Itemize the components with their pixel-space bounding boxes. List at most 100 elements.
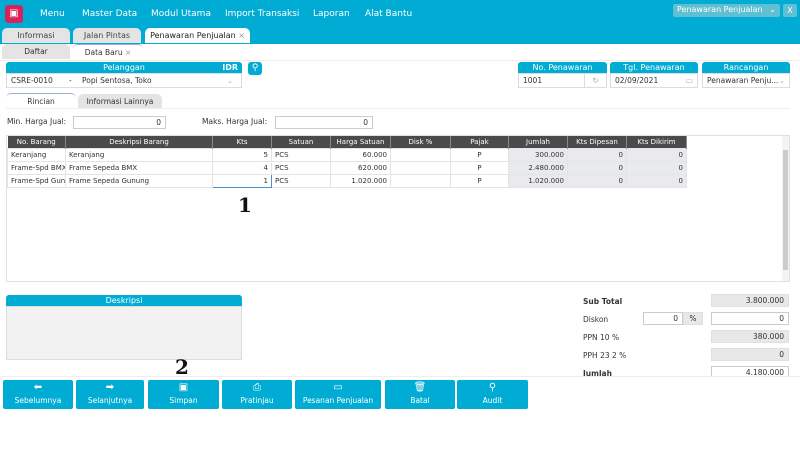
- table-cell[interactable]: P: [450, 147, 509, 162]
- button-label: Sebelumnya: [14, 396, 62, 405]
- table-cell[interactable]: 0: [626, 160, 687, 175]
- design-label: Rancangan: [702, 62, 790, 73]
- description-label: Deskripsi: [6, 295, 242, 306]
- calendar-icon[interactable]: ▭: [685, 76, 693, 85]
- table-cell[interactable]: Keranjang: [7, 147, 66, 162]
- table-cell[interactable]: PCS: [271, 147, 331, 162]
- items-table-container: No. Barang Deskripsi Barang Kts Satuan Harga…: [6, 135, 790, 282]
- table-cell[interactable]: 0: [626, 147, 687, 162]
- table-cell[interactable]: Frame-Spd Gunung: [7, 173, 66, 188]
- discount-input[interactable]: 0: [711, 312, 789, 325]
- table-cell[interactable]: [390, 173, 451, 188]
- menu-item[interactable]: Modul Utama: [151, 9, 211, 19]
- table-cell[interactable]: [390, 160, 451, 175]
- close-tab-icon[interactable]: ×: [238, 31, 245, 40]
- column-header[interactable]: Kts Dikirim: [626, 136, 687, 148]
- button-label: Pratinjau: [240, 396, 274, 405]
- table-cell[interactable]: 0: [567, 160, 627, 175]
- search-customer-button[interactable]: ⚲: [248, 62, 262, 75]
- table-cell[interactable]: 620.000: [330, 160, 391, 175]
- refresh-icon[interactable]: ↻: [584, 74, 606, 87]
- table-cell[interactable]: 1.020.000: [508, 173, 568, 188]
- pratinjau-button[interactable]: ⎙ Pratinjau: [222, 380, 292, 409]
- table-cell[interactable]: 0: [567, 173, 627, 188]
- min-price-input[interactable]: 0: [73, 116, 166, 129]
- column-header[interactable]: Deskripsi Barang: [65, 136, 213, 148]
- table-cell[interactable]: 0: [567, 147, 627, 162]
- table-cell[interactable]: Frame-Spd BMX: [7, 160, 66, 175]
- column-header[interactable]: Disk %: [390, 136, 451, 148]
- column-header[interactable]: Kts Dipesan: [567, 136, 627, 148]
- table-cell[interactable]: [390, 147, 451, 162]
- annotation-marker: 2: [175, 355, 189, 379]
- design-select[interactable]: Penawaran Penju... ⌄: [702, 73, 790, 88]
- table-cell[interactable]: 1: [212, 173, 272, 188]
- app-logo-icon[interactable]: ▣: [5, 5, 23, 23]
- table-cell[interactable]: P: [450, 160, 509, 175]
- subtab-daftar[interactable]: Daftar: [2, 44, 70, 59]
- table-cell[interactable]: P: [450, 173, 509, 188]
- customer-name: Popi Sentosa, Toko: [82, 76, 152, 85]
- subtotal-value: 3.800.000: [711, 294, 789, 307]
- tab-rincian[interactable]: Rincian: [6, 93, 76, 108]
- total-label: Jumlah: [583, 369, 612, 378]
- table-cell[interactable]: 2.480.000: [508, 160, 568, 175]
- window-select[interactable]: Penawaran Penjualan ⌄: [673, 4, 780, 17]
- table-row[interactable]: Frame-Spd BMX Frame Sepeda BMX 4 PCS 620.000…: [7, 160, 687, 175]
- table-cell[interactable]: Frame Sepeda Gunung: [65, 173, 213, 188]
- subtab-data-baru[interactable]: Data Baru ×: [73, 44, 143, 59]
- customer-select[interactable]: CSRE-0010 - Popi Sentosa, Toko ⌄: [6, 73, 242, 88]
- table-cell[interactable]: 60.000: [330, 147, 391, 162]
- min-price-label: Min. Harga Jual:: [7, 117, 67, 126]
- pph-label: PPH 23 2 %: [583, 351, 627, 360]
- button-label: Batal: [410, 396, 430, 405]
- selanjutnya-button[interactable]: ➡ Selanjutnya: [76, 380, 144, 409]
- sebelumnya-button[interactable]: ⬅ Sebelumnya: [3, 380, 73, 409]
- menu-item[interactable]: Menu: [40, 9, 65, 19]
- tab-informasi-lainnya[interactable]: Informasi Lainnya: [78, 94, 162, 109]
- column-header[interactable]: No. Barang: [7, 136, 66, 148]
- simpan-button[interactable]: ▣ Simpan: [148, 380, 219, 409]
- table-row[interactable]: Frame-Spd GunungFrame Sepeda Gunung1PCS1…: [7, 173, 687, 188]
- table-cell[interactable]: 4: [212, 160, 272, 175]
- column-header[interactable]: Harga Satuan: [330, 136, 391, 148]
- table-cell[interactable]: PCS: [271, 160, 331, 175]
- tab-informasi[interactable]: Informasi: [2, 28, 70, 43]
- batal-button[interactable]: 🗑 Batal: [385, 380, 455, 409]
- close-window-button[interactable]: X: [783, 4, 797, 17]
- pesanan-penjualan-button[interactable]: ▭ Pesanan Penjualan: [295, 380, 381, 409]
- table-cell[interactable]: 1.020.000: [330, 173, 391, 188]
- table-cell[interactable]: Frame Sepeda BMX: [65, 160, 213, 175]
- button-label: Pesanan Penjualan: [302, 396, 374, 405]
- design-panel: Rancangan Penawaran Penju... ⌄: [702, 62, 790, 88]
- menu-item[interactable]: Alat Bantu: [365, 9, 413, 19]
- table-scrollbar[interactable]: [782, 136, 789, 281]
- table-cell[interactable]: 5: [212, 147, 272, 162]
- menu-item[interactable]: Master Data: [82, 9, 138, 19]
- chevron-down-icon: ⌄: [778, 76, 785, 85]
- audit-button[interactable]: ⚲ Audit: [457, 380, 528, 409]
- divider: [6, 108, 790, 109]
- quote-date-input[interactable]: 02/09/2021 ▭: [610, 73, 698, 88]
- customer-header: Pelanggan IDR: [6, 62, 242, 73]
- trash-icon: 🗑: [413, 382, 427, 393]
- discount-percent-input[interactable]: 0: [643, 312, 683, 325]
- column-header[interactable]: Kts: [212, 136, 272, 148]
- table-cell[interactable]: Keranjang: [65, 147, 213, 162]
- column-header[interactable]: Jumlah: [508, 136, 568, 148]
- column-header[interactable]: Pajak: [450, 136, 509, 148]
- table-row[interactable]: Keranjang Keranjang 5 PCS 60.000 P 300.000 0 0: [7, 147, 687, 162]
- close-tab-icon[interactable]: ×: [124, 48, 132, 57]
- column-header[interactable]: Satuan: [271, 136, 331, 148]
- table-cell[interactable]: PCS: [271, 173, 331, 188]
- tab-jalan-pintas[interactable]: Jalan Pintas: [73, 28, 141, 43]
- description-textarea[interactable]: [6, 306, 242, 360]
- menu-item[interactable]: Laporan: [313, 9, 350, 19]
- table-cell[interactable]: 300.000: [508, 147, 568, 162]
- max-price-input[interactable]: 0: [275, 116, 373, 129]
- quote-number-value: 1001: [523, 76, 543, 85]
- tab-penawaran-penjualan[interactable]: Penawaran Penjualan ×: [145, 28, 250, 43]
- quote-number-input[interactable]: 1001 ↻: [518, 73, 607, 88]
- menu-item[interactable]: Import Transaksi: [225, 9, 300, 19]
- table-cell[interactable]: 0: [626, 173, 687, 188]
